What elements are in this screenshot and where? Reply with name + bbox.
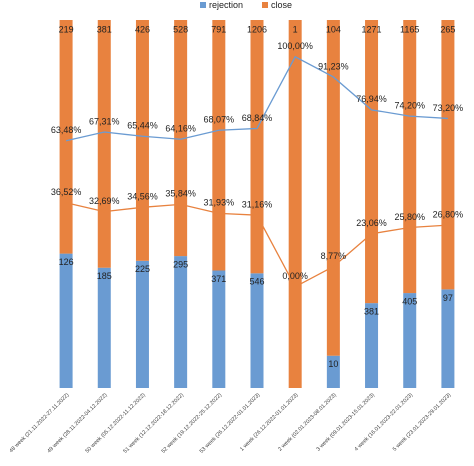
data-label: 381 — [364, 307, 379, 317]
bar-segment — [135, 260, 149, 388]
data-label: 68,07% — [204, 115, 235, 125]
data-label: 23,06% — [356, 218, 387, 228]
bar-segment — [441, 289, 455, 388]
bar-segment — [135, 20, 149, 261]
bar-segment — [59, 253, 73, 388]
x-tick-label: 53 week (26.12.2022-01.01.2023) — [199, 392, 262, 455]
data-label: 295 — [173, 259, 188, 269]
x-tick-label: 52 week (19.12.2022-25.12.2022) — [161, 392, 224, 455]
data-label: 36,52% — [51, 187, 82, 197]
data-label: 381 — [97, 24, 112, 34]
data-label: 26,80% — [433, 210, 464, 220]
bar-segment — [288, 20, 302, 388]
bar-segment — [212, 270, 226, 388]
data-label: 67,31% — [89, 116, 120, 126]
data-label: 791 — [211, 24, 226, 34]
data-label: 91,23% — [318, 61, 349, 71]
legend-swatch — [200, 2, 206, 8]
data-label: 64,16% — [165, 124, 196, 134]
data-label: 219 — [59, 24, 74, 34]
data-label: 63,48% — [51, 125, 82, 135]
data-label: 76,94% — [356, 94, 387, 104]
data-label: 73,20% — [433, 103, 464, 113]
legend-label: rejection — [209, 0, 243, 10]
data-label: 126 — [59, 257, 74, 267]
data-label: 100,00% — [277, 41, 313, 51]
x-tick-label: 48 week (21.11.2022-27.11.2022) — [8, 392, 70, 454]
data-label: 405 — [402, 296, 417, 306]
bar-segment — [174, 20, 188, 257]
bar-segment — [365, 303, 379, 388]
data-label: 35,84% — [165, 189, 196, 199]
x-tick-label: 51 week (12.12.2022-18.12.2022) — [122, 392, 185, 455]
data-label: 65,44% — [127, 121, 158, 131]
data-label: 1206 — [247, 24, 267, 34]
data-label: 32,69% — [89, 196, 120, 206]
line — [65, 55, 448, 142]
bar-segment — [59, 20, 73, 254]
data-label: 31,16% — [242, 200, 273, 210]
data-label: 265 — [440, 24, 455, 34]
data-label: 225 — [135, 264, 150, 274]
data-label: 426 — [135, 24, 150, 34]
bar-segment — [212, 20, 226, 271]
data-label: 74,20% — [394, 101, 425, 111]
legend-swatch — [262, 2, 268, 8]
line — [65, 202, 448, 288]
bar-segment — [403, 20, 417, 294]
data-label: 8,77% — [321, 251, 347, 261]
data-label: 104 — [326, 24, 341, 34]
data-label: 97 — [443, 293, 453, 303]
bar-segment — [326, 355, 340, 388]
data-label: 185 — [97, 271, 112, 281]
bar-segment — [250, 273, 264, 388]
data-label: 371 — [211, 274, 226, 284]
data-label: 25,80% — [394, 212, 425, 222]
data-label: 34,56% — [127, 192, 158, 202]
data-label: 1165 — [400, 24, 419, 34]
data-label: 31,93% — [204, 198, 235, 208]
bar-segment — [97, 20, 111, 268]
legend-item: rejection — [200, 0, 243, 10]
bar-segment — [174, 256, 188, 388]
bar-segment — [326, 20, 340, 356]
legend-item: close — [262, 0, 292, 10]
data-label: 0,00% — [282, 271, 308, 281]
data-label: 1 — [293, 24, 298, 34]
data-label: 1271 — [362, 24, 382, 34]
data-label: 546 — [249, 277, 264, 287]
legend-label: close — [271, 0, 292, 10]
bar-segment — [403, 293, 417, 388]
data-label: 528 — [173, 24, 188, 34]
data-label: 10 — [328, 359, 338, 369]
bar-segment — [365, 20, 379, 304]
bar-segment — [441, 20, 455, 290]
bar-segment — [250, 20, 264, 274]
bar-segment — [97, 267, 111, 388]
data-label: 68,84% — [242, 113, 273, 123]
